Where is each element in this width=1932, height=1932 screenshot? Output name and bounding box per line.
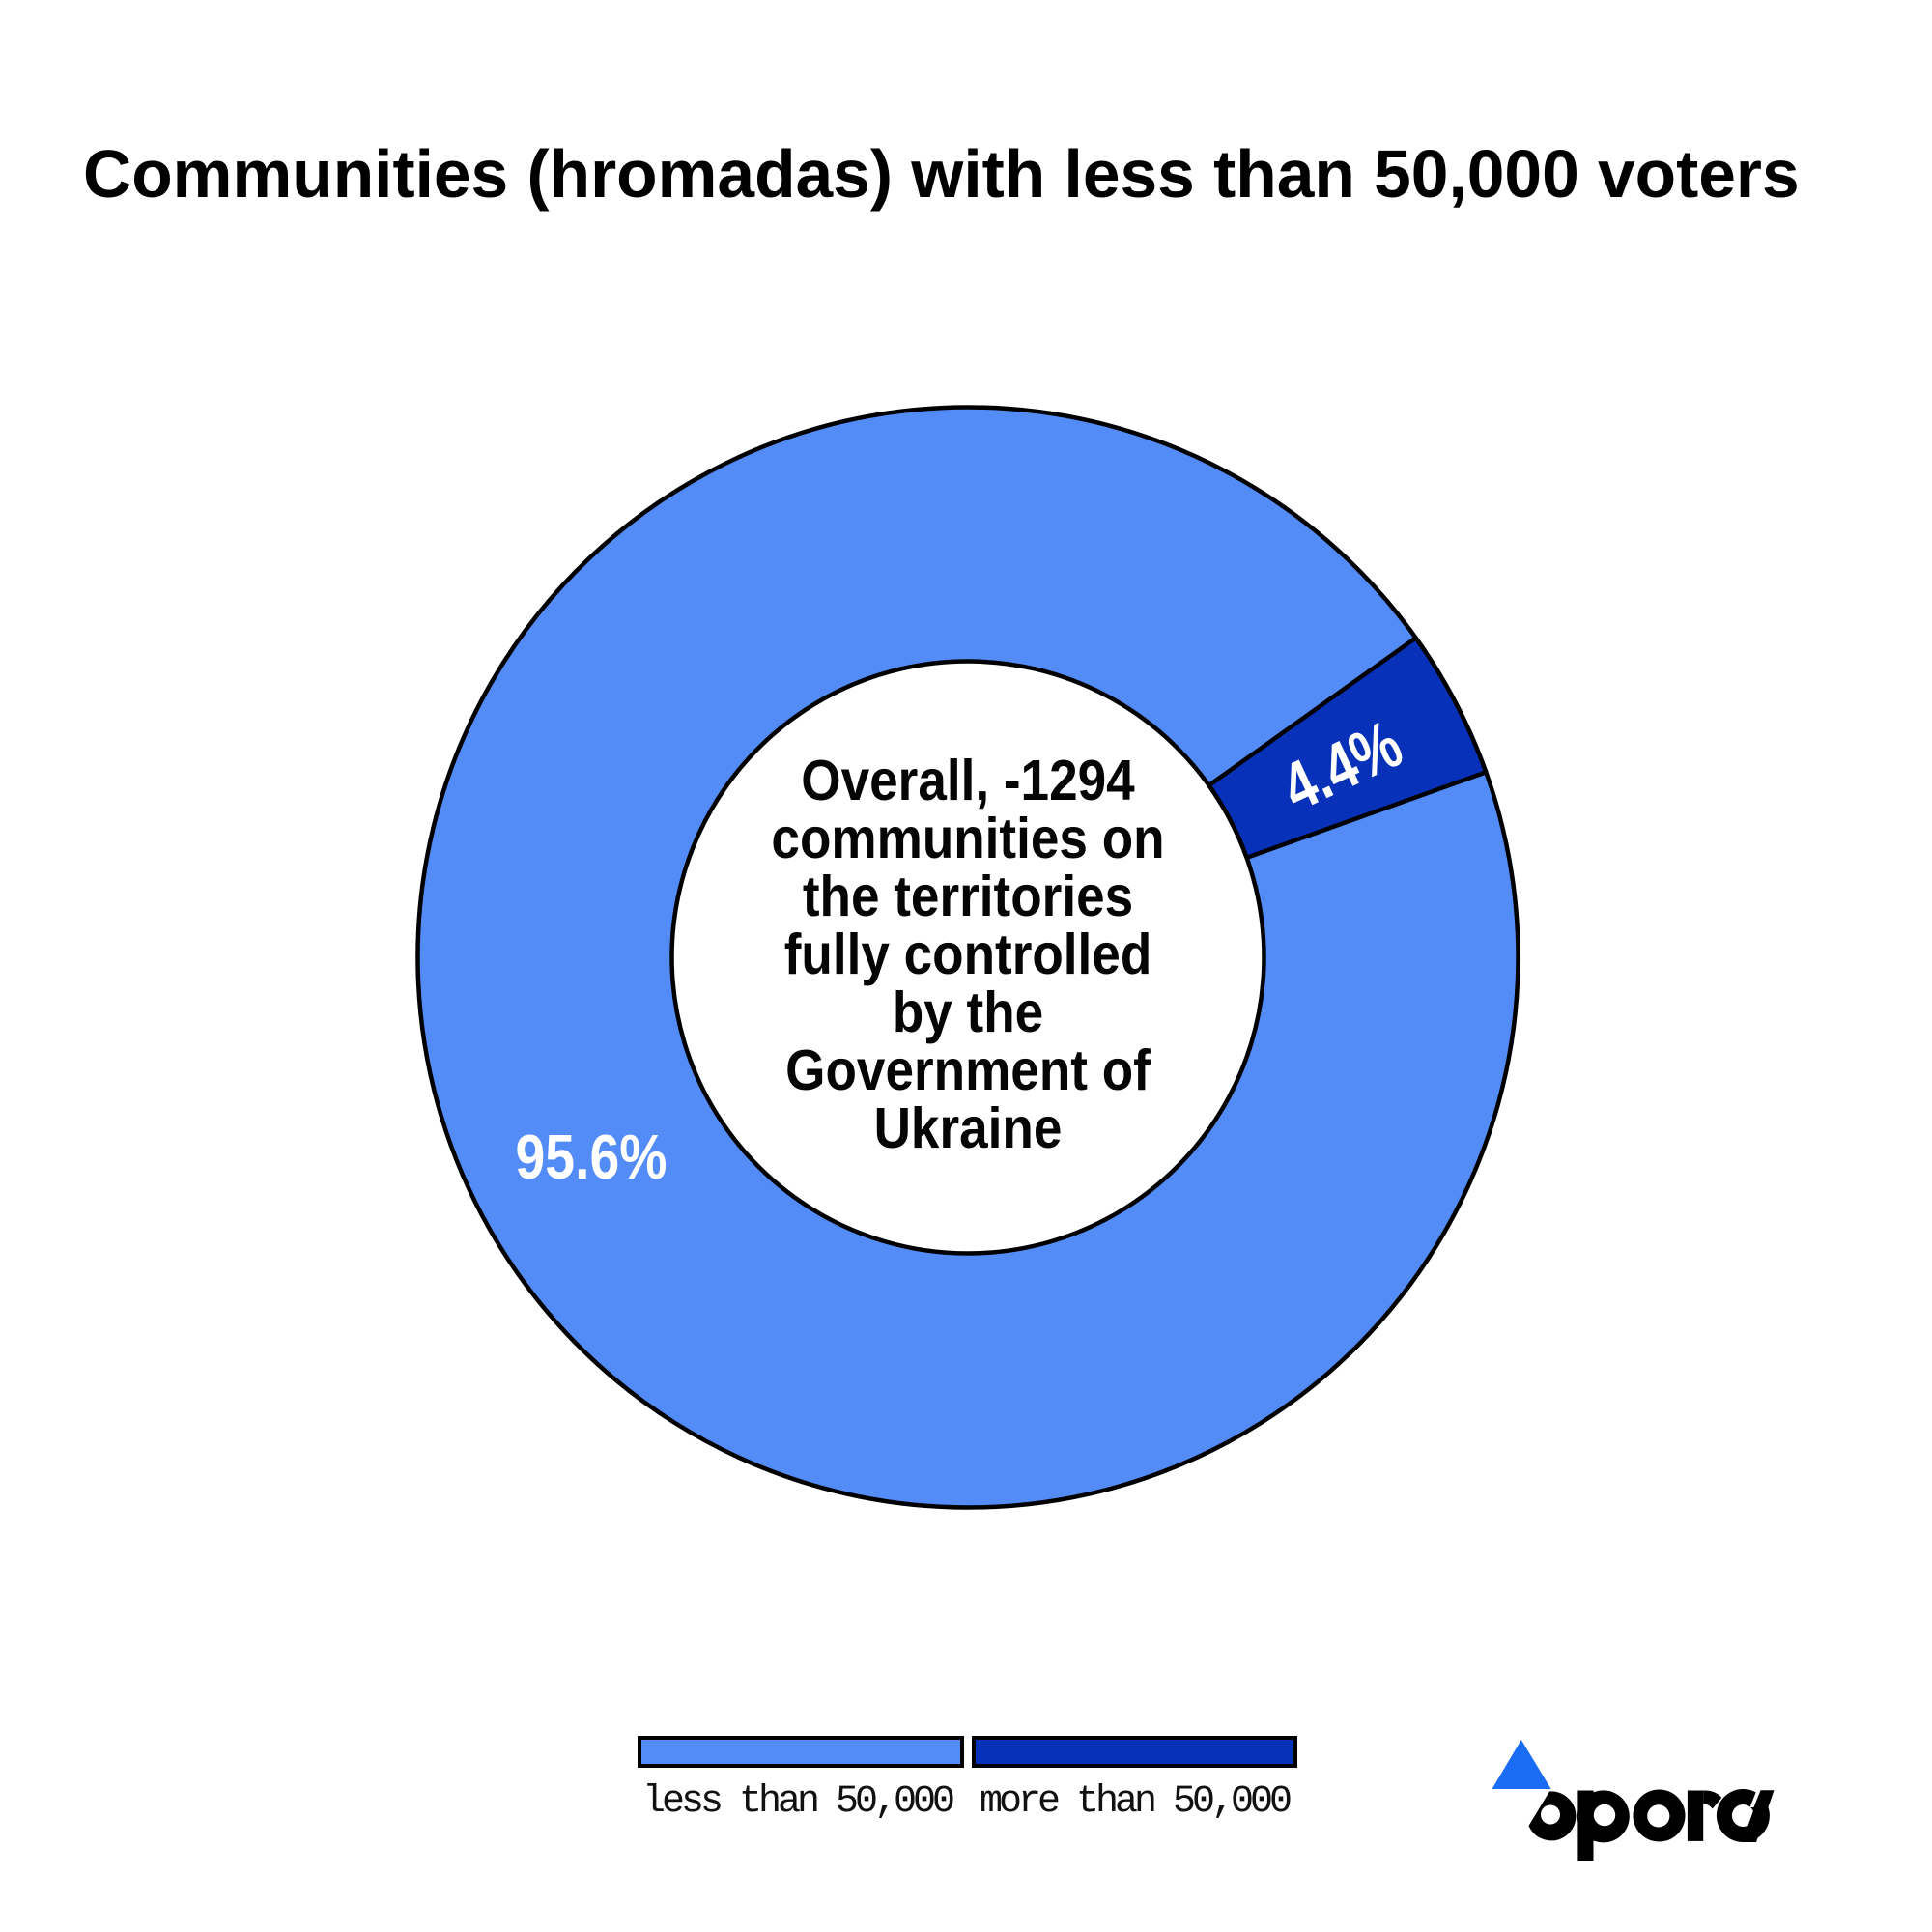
svg-text:95.6%: 95.6%	[516, 1122, 668, 1192]
